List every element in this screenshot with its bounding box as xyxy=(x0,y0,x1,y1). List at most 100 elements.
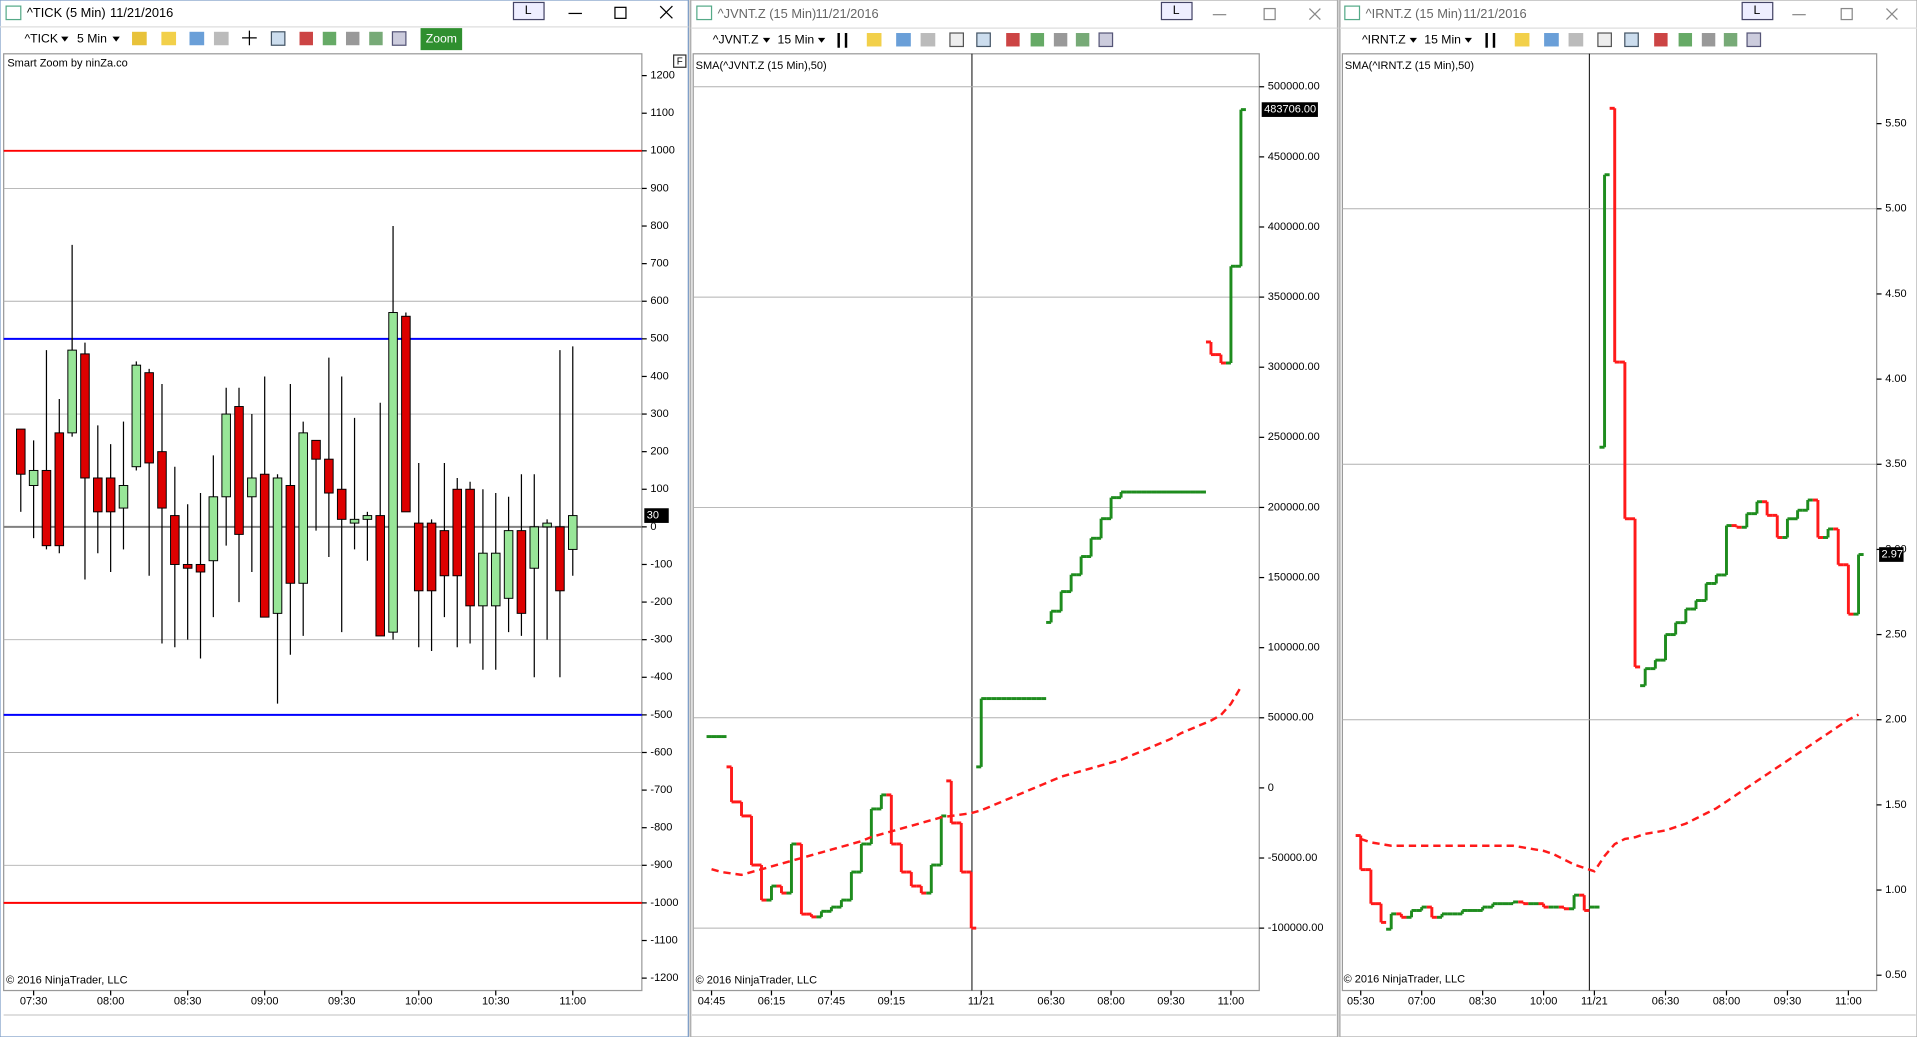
toolbar-icon[interactable] xyxy=(920,33,936,47)
x-tick-label: 06:15 xyxy=(758,995,786,1007)
candle-body xyxy=(452,488,463,577)
candle-body xyxy=(490,552,501,607)
dropdown-arrow xyxy=(112,36,120,42)
toolbar-icon[interactable] xyxy=(866,33,882,47)
candle-body xyxy=(118,485,129,509)
toolbar-icon[interactable] xyxy=(161,31,177,46)
candle-body xyxy=(285,485,296,584)
toolbar-icon[interactable] xyxy=(1485,33,1496,48)
pin-button[interactable] xyxy=(512,1,545,21)
last-value-label: 483706.00 xyxy=(1264,104,1316,116)
plot-area xyxy=(692,53,1260,992)
maximize-button[interactable] xyxy=(614,6,627,19)
toolbar-icon[interactable] xyxy=(322,31,337,46)
toolbar-icon[interactable] xyxy=(132,31,147,46)
y-tick-label: 150000.00 xyxy=(1268,571,1320,583)
toolbar-icon[interactable] xyxy=(1597,32,1612,48)
close-button[interactable] xyxy=(1308,8,1321,20)
candle-body xyxy=(503,530,514,599)
toolbar-icon[interactable] xyxy=(1053,33,1068,47)
last-value-tag xyxy=(1879,547,1904,562)
toolbar-icon[interactable] xyxy=(270,31,286,46)
toolbar-icon[interactable] xyxy=(1701,33,1716,47)
panel-button[interactable] xyxy=(673,54,687,68)
y-tick-label: -1100 xyxy=(650,934,677,946)
y-tick-label: 350000.00 xyxy=(1268,291,1320,303)
toolbar-icon[interactable] xyxy=(1098,32,1114,48)
pin-label: L xyxy=(1753,3,1760,17)
toolbar-icon[interactable] xyxy=(391,31,407,46)
window-icon xyxy=(5,5,22,21)
y-tick-label: 4.50 xyxy=(1885,288,1906,300)
x-tick-label: 07:00 xyxy=(1408,995,1436,1007)
y-tick-label: 500 xyxy=(650,333,668,345)
toolbar-icon[interactable] xyxy=(1723,33,1738,47)
toolbar-icon[interactable] xyxy=(369,31,383,46)
candle-body xyxy=(362,515,373,520)
x-tick-label: 10:00 xyxy=(1530,995,1558,1007)
toolbar-icon[interactable] xyxy=(189,31,205,46)
maximize-button[interactable] xyxy=(1840,7,1853,21)
toolbar-icon[interactable] xyxy=(1654,33,1668,47)
toolbar-icon[interactable] xyxy=(299,31,313,46)
sma-line xyxy=(1360,713,1860,873)
zoom-button[interactable] xyxy=(420,28,463,51)
y-tick-label: 200 xyxy=(650,446,668,458)
toolbar-icons xyxy=(837,32,1114,48)
candle-body xyxy=(349,518,360,524)
close-button[interactable] xyxy=(1886,8,1898,20)
pin-label: L xyxy=(1173,3,1180,17)
candle-body xyxy=(413,522,424,592)
candle-body xyxy=(439,530,450,577)
toolbar-icons xyxy=(1485,32,1762,48)
toolbar-icon[interactable] xyxy=(1624,32,1639,48)
x-tick-label: 09:30 xyxy=(1774,995,1802,1007)
candle-body xyxy=(426,522,437,592)
interval-selector[interactable]: 15 Min xyxy=(1424,33,1461,47)
toolbar-icon[interactable] xyxy=(1544,33,1559,47)
interval-selector[interactable]: 15 Min xyxy=(778,33,815,47)
dropdown-arrow xyxy=(817,37,826,43)
x-tick-label: 04:45 xyxy=(698,995,726,1007)
legend-label: SMA(^IRNT.Z (15 Min),50) xyxy=(1345,60,1474,72)
toolbar-icon[interactable] xyxy=(1030,33,1045,47)
close-button[interactable] xyxy=(659,5,673,19)
y-tick-label: 3.50 xyxy=(1885,458,1906,470)
toolbar-icon[interactable] xyxy=(1006,33,1020,47)
toolbar-icon[interactable] xyxy=(242,30,257,46)
maximize-button[interactable] xyxy=(1263,7,1276,21)
y-tick-label: 300000.00 xyxy=(1268,361,1320,373)
pin-button[interactable] xyxy=(1741,1,1774,21)
instrument-selector[interactable]: ^IRNT.Z xyxy=(1362,33,1406,47)
y-tick-label: 0.50 xyxy=(1885,969,1906,981)
toolbar-icon[interactable] xyxy=(1678,33,1693,47)
y-tick-label: -700 xyxy=(650,784,672,796)
toolbar-icon[interactable] xyxy=(1746,32,1762,48)
toolbar-icon[interactable] xyxy=(837,33,848,48)
dropdown-arrow xyxy=(1409,37,1417,43)
candle-body xyxy=(144,372,154,464)
copyright: © 2016 NinjaTrader, LLC xyxy=(696,975,817,987)
interval-selector[interactable]: 5 Min xyxy=(77,31,107,45)
candle-body xyxy=(401,315,411,513)
y-tick-label: 1.00 xyxy=(1885,884,1906,896)
toolbar-icon[interactable] xyxy=(213,31,229,46)
toolbar-icon[interactable] xyxy=(345,31,360,46)
toolbar-icon[interactable] xyxy=(949,32,965,48)
window-title: ^TICK (5 Min) xyxy=(27,5,106,20)
y-tick-label: 1.50 xyxy=(1885,799,1906,811)
instrument-selector[interactable]: ^JVNT.Z xyxy=(713,33,759,47)
y-tick-label: -600 xyxy=(650,746,672,758)
toolbar-icon[interactable] xyxy=(896,33,911,47)
toolbar-icon[interactable] xyxy=(1568,33,1584,47)
candle-body xyxy=(182,563,193,569)
instrument-selector[interactable]: ^TICK xyxy=(24,31,58,45)
toolbar-icon[interactable] xyxy=(1514,33,1530,47)
x-tick-label: 08:00 xyxy=(97,995,125,1007)
toolbar-icon[interactable] xyxy=(976,32,991,48)
candle-body xyxy=(324,458,334,494)
toolbar-icon[interactable] xyxy=(1075,33,1090,47)
pin-button[interactable] xyxy=(1160,1,1193,21)
x-tick-label: 07:45 xyxy=(818,995,846,1007)
